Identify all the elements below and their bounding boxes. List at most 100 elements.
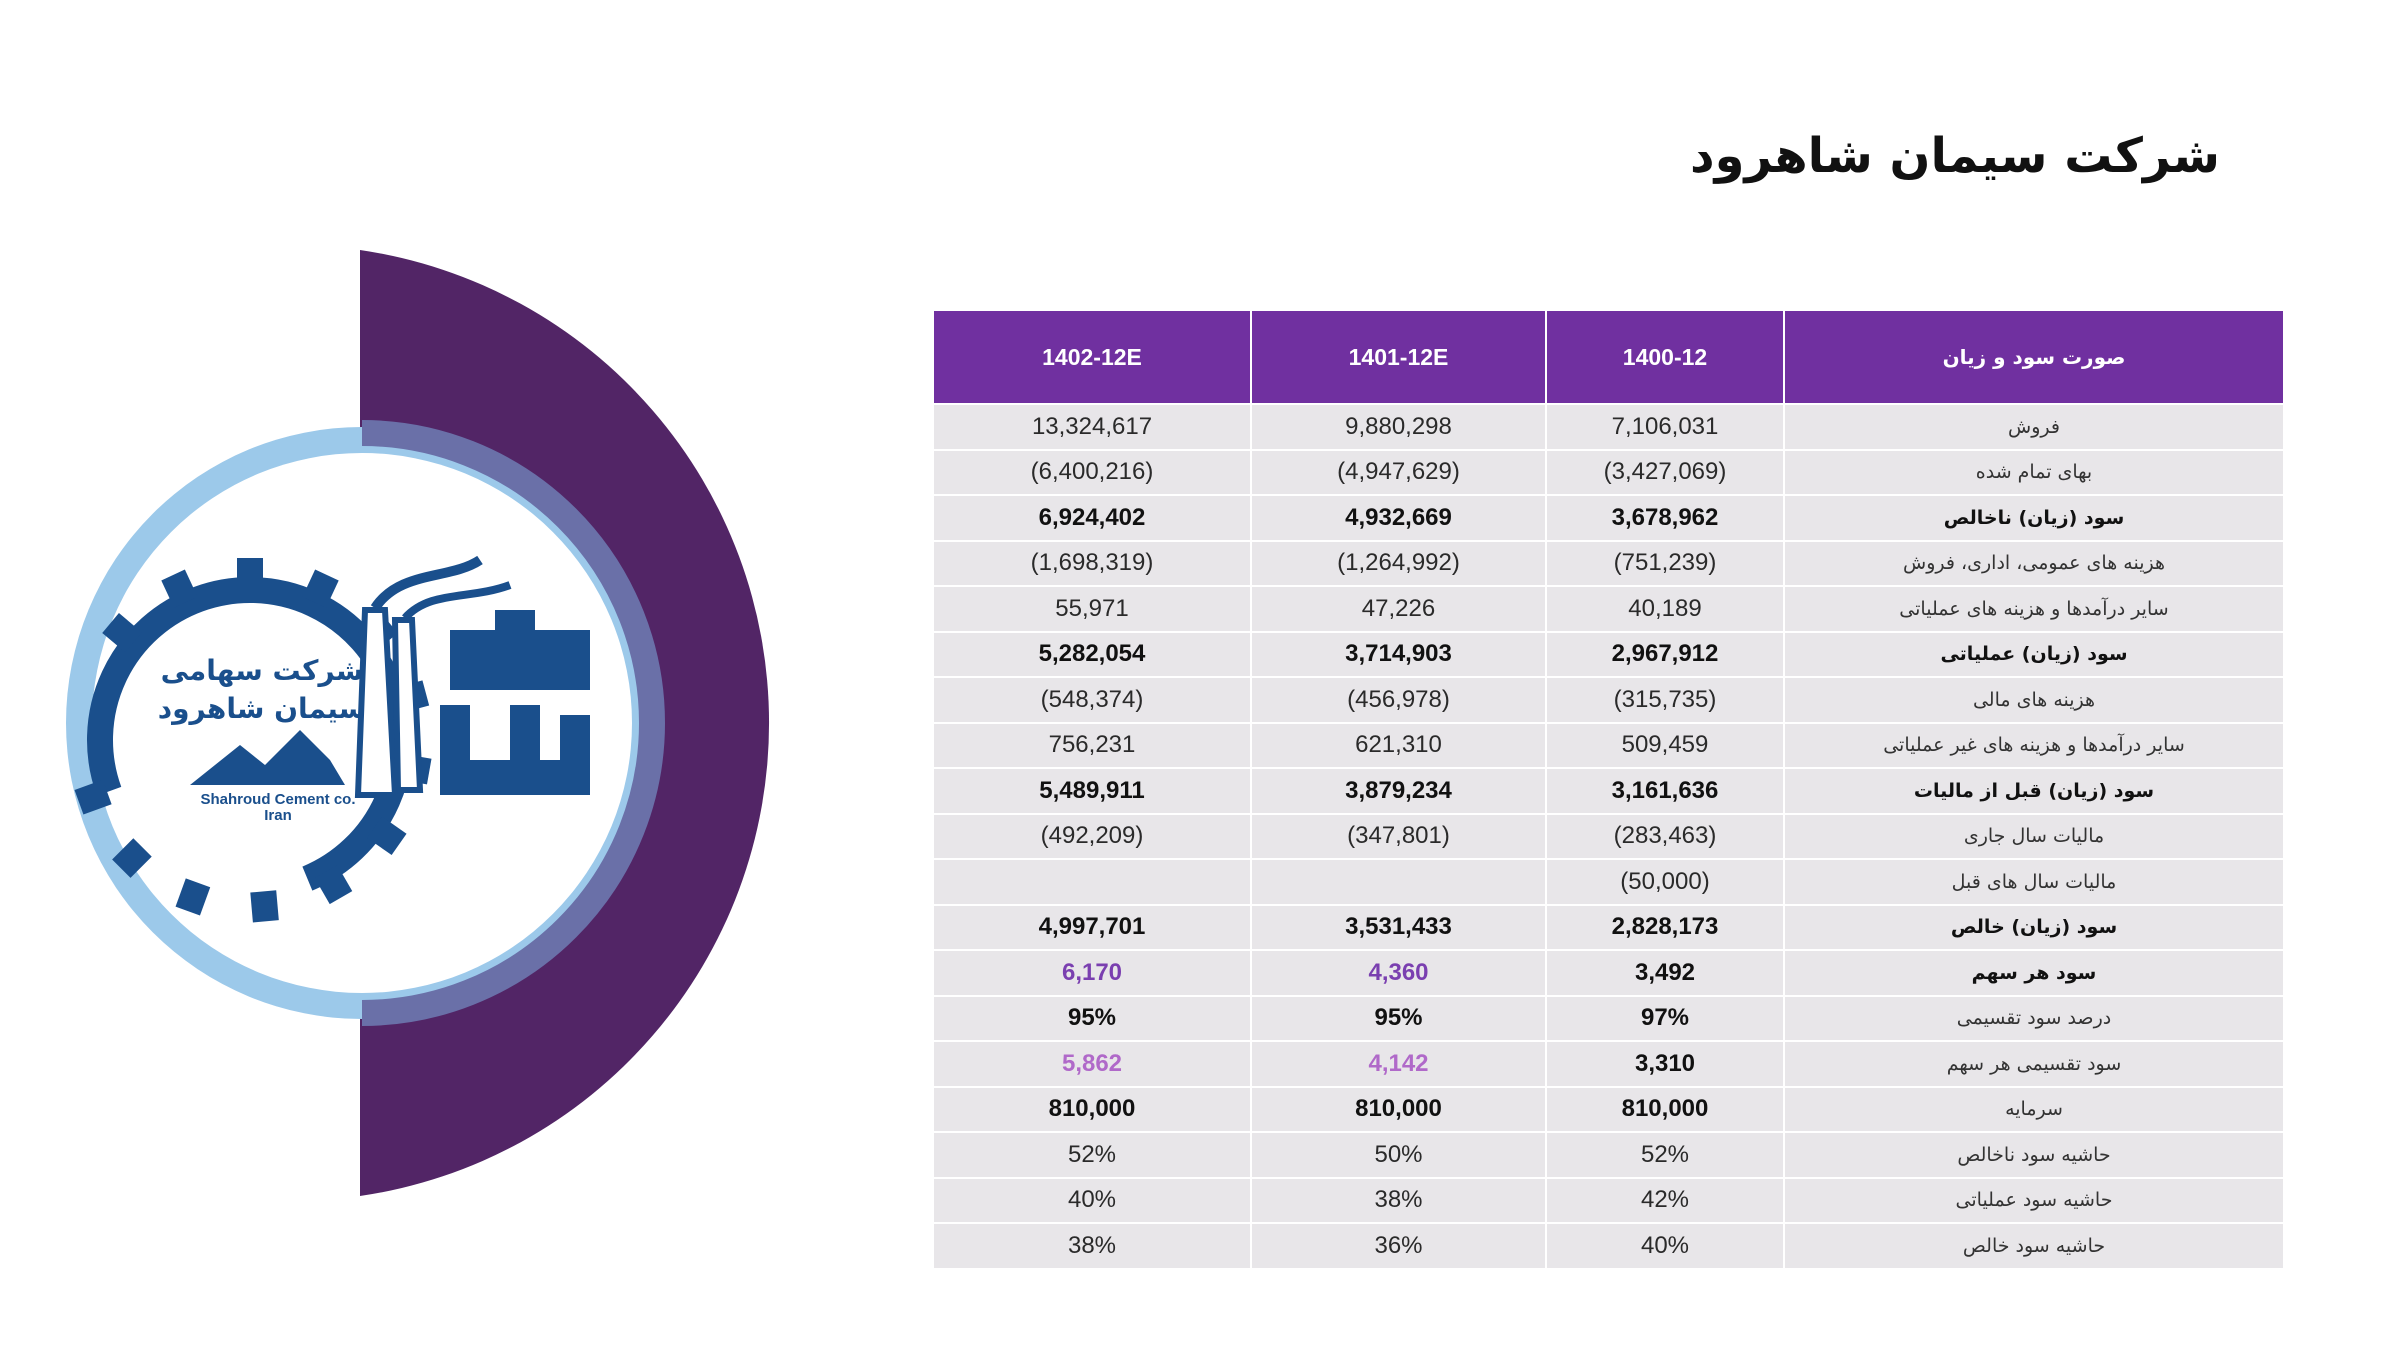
logo-text-en-2: Iran — [264, 807, 292, 824]
cell-1402: 95% — [934, 994, 1251, 1041]
cell-1402: (548,374) — [934, 676, 1251, 723]
cell-1402: 5,862 — [934, 1040, 1251, 1087]
cell-1400: 52% — [1545, 1131, 1784, 1178]
cell-1401 — [1250, 858, 1546, 905]
row-label: هزینه های مالی — [1783, 676, 2283, 723]
cell-1402: 810,000 — [934, 1085, 1251, 1132]
cell-1402: (6,400,216) — [934, 448, 1251, 495]
table-row: (548,374) (456,978) (315,735) هزینه های … — [934, 676, 2283, 723]
row-label: سایر درآمدها و هزینه های غیر عملیاتی — [1783, 721, 2283, 768]
cell-1402: 6,924,402 — [934, 494, 1251, 541]
cell-1400: (50,000) — [1545, 858, 1784, 905]
col-header-label: صورت سود و زیان — [1783, 311, 2283, 404]
table-row: 5,862 4,142 3,310 سود تقسیمی هر سهم — [934, 1040, 2283, 1087]
cell-1402: 5,282,054 — [934, 630, 1251, 677]
cell-1401: 4,142 — [1250, 1040, 1546, 1087]
cell-1402: 6,170 — [934, 949, 1251, 996]
table-row: 6,170 4,360 3,492 سود هر سهم — [934, 949, 2283, 996]
mountain-icon — [190, 730, 345, 785]
logo-text-fa: شرکت سهامی — [161, 654, 364, 687]
row-label: بهای تمام شده — [1783, 448, 2283, 495]
table-row: (6,400,216) (4,947,629) (3,427,069) بهای… — [934, 448, 2283, 495]
col-header-1400: 1400-12 — [1545, 311, 1784, 404]
table-row: 52% 50% 52% حاشیه سود ناخالص — [934, 1131, 2283, 1178]
cell-1401: 621,310 — [1250, 721, 1546, 768]
table-row: (50,000) مالیات سال های قبل — [934, 858, 2283, 905]
cell-1402: 55,971 — [934, 585, 1251, 632]
row-label: سود (زیان) عملیاتی — [1783, 630, 2283, 677]
logo-glyph — [440, 610, 590, 795]
row-label: سود تقسیمی هر سهم — [1783, 1040, 2283, 1087]
table-row: 810,000 810,000 810,000 سرمایه — [934, 1085, 2283, 1132]
cell-1400: 2,828,173 — [1545, 903, 1784, 950]
cell-1400: 40% — [1545, 1222, 1784, 1268]
cell-1402: 13,324,617 — [934, 403, 1251, 450]
cell-1401: (1,264,992) — [1250, 539, 1546, 586]
table-row: 95% 95% 97% درصد سود تقسیمی — [934, 994, 2283, 1041]
table-row: 55,971 47,226 40,189 سایر درآمدها و هزین… — [934, 585, 2283, 632]
row-label: سود (زیان) قبل از مالیات — [1783, 767, 2283, 814]
cell-1400: (315,735) — [1545, 676, 1784, 723]
cell-1400: 3,678,962 — [1545, 494, 1784, 541]
cell-1400: 3,310 — [1545, 1040, 1784, 1087]
table-row: 38% 36% 40% حاشیه سود خالص — [934, 1222, 2283, 1268]
cell-1400: (3,427,069) — [1545, 448, 1784, 495]
row-label: هزینه های عمومی، اداری، فروش — [1783, 539, 2283, 586]
row-label: سرمایه — [1783, 1085, 2283, 1132]
row-label: حاشیه سود عملیاتی — [1783, 1176, 2283, 1223]
cell-1400: 7,106,031 — [1545, 403, 1784, 450]
cell-1400: (751,239) — [1545, 539, 1784, 586]
cell-1401: 50% — [1250, 1131, 1546, 1178]
cell-1400: 40,189 — [1545, 585, 1784, 632]
cell-1400: 97% — [1545, 994, 1784, 1041]
cell-1402: 52% — [934, 1131, 1251, 1178]
table-row: 756,231 621,310 509,459 سایر درآمدها و ه… — [934, 721, 2283, 768]
row-label: حاشیه سود ناخالص — [1783, 1131, 2283, 1178]
cell-1401: 4,932,669 — [1250, 494, 1546, 541]
logo-text-fa-2: سیمان شاهرود — [158, 692, 367, 725]
row-label: درصد سود تقسیمی — [1783, 994, 2283, 1041]
cell-1401: 810,000 — [1250, 1085, 1546, 1132]
table-row: 5,282,054 3,714,903 2,967,912 سود (زیان)… — [934, 630, 2283, 677]
cell-1401: 3,879,234 — [1250, 767, 1546, 814]
cell-1402 — [934, 858, 1251, 905]
cell-1401: (456,978) — [1250, 676, 1546, 723]
cell-1401: 36% — [1250, 1222, 1546, 1268]
chimney-icon — [354, 555, 512, 798]
table-row: 13,324,617 9,880,298 7,106,031 فروش — [934, 403, 2283, 450]
row-label: مالیات سال جاری — [1783, 812, 2283, 859]
page-title: شرکت سیمان شاهرود — [1689, 128, 2220, 184]
table-row: 5,489,911 3,879,234 3,161,636 سود (زیان)… — [934, 767, 2283, 814]
cell-1402: 4,997,701 — [934, 903, 1251, 950]
cell-1401: 38% — [1250, 1176, 1546, 1223]
cell-1400: 3,161,636 — [1545, 767, 1784, 814]
row-label: سود هر سهم — [1783, 949, 2283, 996]
cell-1402: 38% — [934, 1222, 1251, 1268]
cell-1402: (1,698,319) — [934, 539, 1251, 586]
cell-1400: 2,967,912 — [1545, 630, 1784, 677]
row-label: سود (زیان) خالص — [1783, 903, 2283, 950]
cell-1400: 509,459 — [1545, 721, 1784, 768]
col-header-1401: 1401-12E — [1250, 311, 1546, 404]
row-label: حاشیه سود خالص — [1783, 1222, 2283, 1268]
logo-text-en: Shahroud Cement co. — [200, 791, 355, 808]
cell-1401: 3,531,433 — [1250, 903, 1546, 950]
cell-1400: 42% — [1545, 1176, 1784, 1223]
row-label: سود (زیان) ناخالص — [1783, 494, 2283, 541]
table-row: 4,997,701 3,531,433 2,828,173 سود (زیان)… — [934, 903, 2283, 950]
table-header-row: 1402-12E 1401-12E 1400-12 صورت سود و زیا… — [934, 311, 2283, 404]
cell-1400: (283,463) — [1545, 812, 1784, 859]
cell-1400: 810,000 — [1545, 1085, 1784, 1132]
cell-1401: 95% — [1250, 994, 1546, 1041]
logo-decoration: شرکت سهامی سیمان شاهرود Shahroud Cement … — [0, 240, 900, 1220]
col-header-1402: 1402-12E — [934, 311, 1251, 404]
cell-1400: 3,492 — [1545, 949, 1784, 996]
cell-1402: 756,231 — [934, 721, 1251, 768]
middle-ring — [362, 420, 665, 1026]
row-label: مالیات سال های قبل — [1783, 858, 2283, 905]
row-label: سایر درآمدها و هزینه های عملیاتی — [1783, 585, 2283, 632]
cell-1401: 3,714,903 — [1250, 630, 1546, 677]
cell-1402: 40% — [934, 1176, 1251, 1223]
cell-1401: 47,226 — [1250, 585, 1546, 632]
cell-1402: 5,489,911 — [934, 767, 1251, 814]
